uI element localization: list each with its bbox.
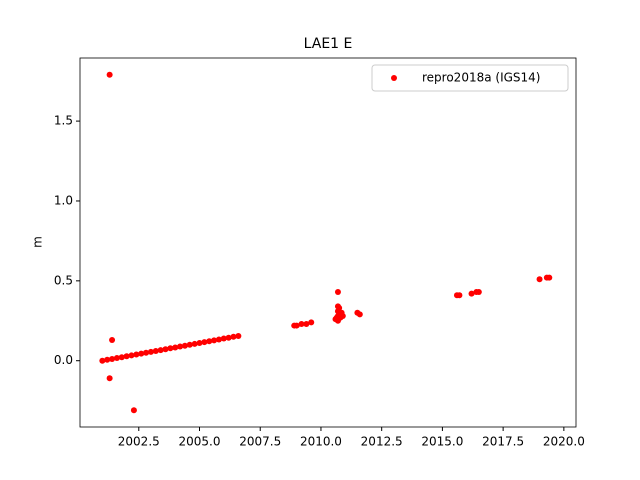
x-tick-label: 2020.0 bbox=[543, 435, 585, 449]
legend-label: repro2018a (IGS14) bbox=[422, 71, 540, 85]
data-point bbox=[308, 319, 315, 326]
x-tick-label: 2017.5 bbox=[482, 435, 524, 449]
data-point bbox=[215, 336, 222, 343]
data-point bbox=[191, 340, 198, 347]
y-tick-label: 1.5 bbox=[54, 114, 73, 128]
x-tick-label: 2015.0 bbox=[421, 435, 463, 449]
data-point bbox=[303, 320, 310, 327]
data-point bbox=[211, 337, 218, 344]
data-point bbox=[536, 276, 543, 283]
data-point bbox=[104, 356, 111, 363]
data-point bbox=[113, 354, 120, 361]
data-point bbox=[133, 351, 140, 358]
data-point bbox=[235, 332, 242, 339]
y-tick-label: 1.0 bbox=[54, 193, 73, 207]
data-point bbox=[206, 338, 213, 345]
data-point bbox=[99, 357, 106, 364]
data-point bbox=[230, 333, 237, 340]
data-point bbox=[157, 347, 164, 354]
data-point bbox=[293, 322, 300, 329]
plot-frame bbox=[79, 57, 577, 428]
chart-title: LAE1 E bbox=[304, 36, 353, 52]
y-tick-label: 0.5 bbox=[54, 273, 73, 287]
data-point bbox=[128, 352, 135, 359]
legend-box bbox=[371, 64, 569, 92]
legend-marker bbox=[391, 75, 397, 81]
data-point bbox=[138, 350, 145, 357]
data-point bbox=[109, 355, 116, 362]
data-point bbox=[546, 274, 553, 281]
data-point bbox=[167, 345, 174, 352]
x-tick-label: 2002.5 bbox=[118, 435, 160, 449]
data-point bbox=[109, 336, 116, 343]
data-point bbox=[338, 309, 345, 316]
data-point bbox=[106, 71, 113, 78]
data-point bbox=[220, 335, 227, 342]
y-tick-label: 0.0 bbox=[54, 353, 73, 367]
data-point bbox=[201, 339, 208, 346]
x-tick-label: 2005.0 bbox=[179, 435, 221, 449]
data-point bbox=[456, 292, 463, 299]
data-point bbox=[468, 290, 475, 297]
data-point bbox=[172, 344, 179, 351]
y-axis-label: m bbox=[31, 236, 45, 248]
x-tick-label: 2007.5 bbox=[239, 435, 281, 449]
data-point bbox=[118, 354, 125, 361]
data-point bbox=[181, 342, 188, 349]
data-point bbox=[196, 339, 203, 346]
x-tick-label: 2010.0 bbox=[300, 435, 342, 449]
data-point bbox=[143, 349, 150, 356]
data-point bbox=[106, 375, 113, 382]
data-point bbox=[298, 320, 305, 327]
data-point bbox=[177, 343, 184, 350]
data-point bbox=[334, 289, 341, 296]
data-point bbox=[130, 407, 137, 414]
data-point bbox=[147, 348, 154, 355]
data-point bbox=[356, 311, 363, 318]
data-point bbox=[162, 346, 169, 353]
data-point bbox=[475, 289, 482, 296]
data-point bbox=[123, 353, 130, 360]
data-point bbox=[152, 347, 159, 354]
data-point bbox=[332, 316, 339, 323]
data-point bbox=[186, 341, 193, 348]
data-point bbox=[225, 334, 232, 341]
x-tick-label: 2012.5 bbox=[361, 435, 403, 449]
